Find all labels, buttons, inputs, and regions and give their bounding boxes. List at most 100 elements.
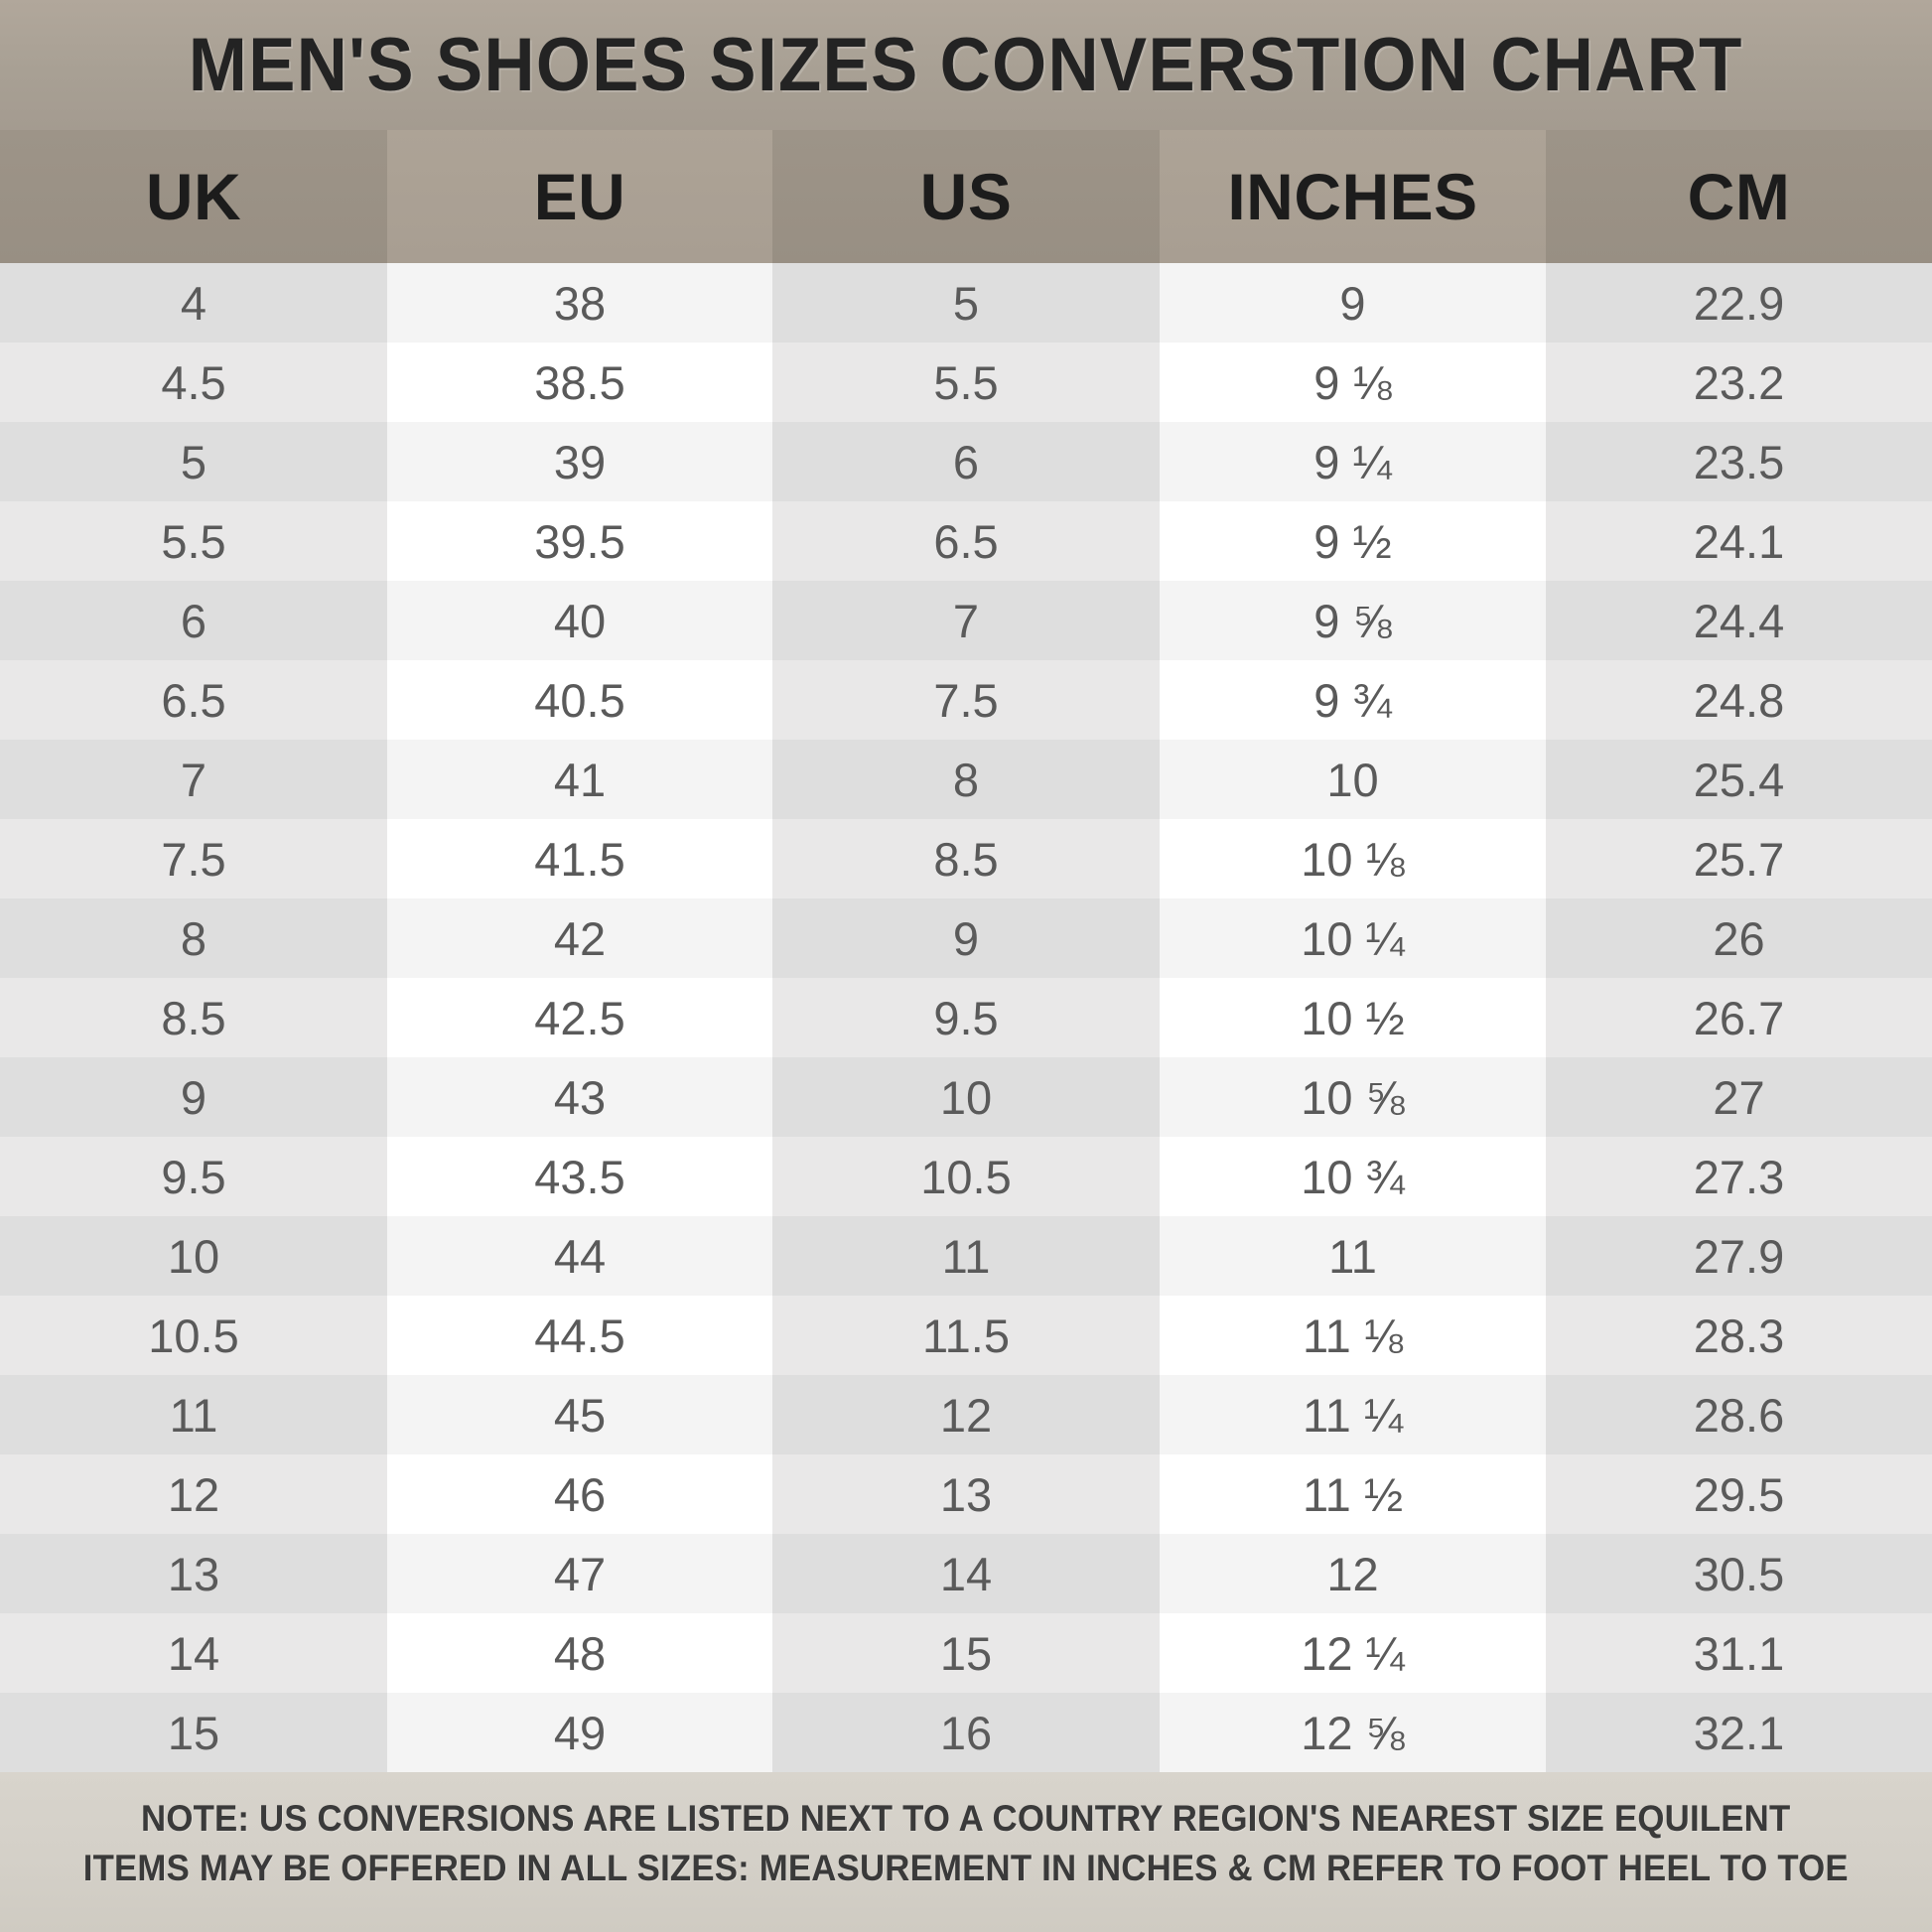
cell-eu: 48 xyxy=(387,1613,772,1693)
cell-uk: 7 xyxy=(0,740,387,819)
table-row: 13 47 14 12 30.5 xyxy=(0,1534,1932,1613)
cell-cm: 30.5 xyxy=(1546,1534,1932,1613)
cell-us: 10 xyxy=(772,1057,1160,1137)
cell-inches: 10 ⅝ xyxy=(1160,1057,1546,1137)
cell-us: 9.5 xyxy=(772,978,1160,1057)
cell-uk: 9.5 xyxy=(0,1137,387,1216)
cell-inches: 11 ¼ xyxy=(1160,1375,1546,1454)
cell-inches: 9 ¾ xyxy=(1160,660,1546,740)
column-header-cm: CM xyxy=(1546,130,1932,263)
table-row: 4 38 5 9 22.9 xyxy=(0,263,1932,343)
cell-us: 5 xyxy=(772,263,1160,343)
cell-inches: 9 ¼ xyxy=(1160,422,1546,501)
cell-us: 12 xyxy=(772,1375,1160,1454)
cell-uk: 10 xyxy=(0,1216,387,1296)
cell-eu: 42 xyxy=(387,898,772,978)
cell-eu: 38 xyxy=(387,263,772,343)
table-row: 11 45 12 11 ¼ 28.6 xyxy=(0,1375,1932,1454)
cell-uk: 11 xyxy=(0,1375,387,1454)
cell-uk: 12 xyxy=(0,1454,387,1534)
cell-eu: 38.5 xyxy=(387,343,772,422)
cell-inches: 10 ¼ xyxy=(1160,898,1546,978)
cell-eu: 39 xyxy=(387,422,772,501)
cell-eu: 40 xyxy=(387,581,772,660)
cell-uk: 4 xyxy=(0,263,387,343)
cell-eu: 49 xyxy=(387,1693,772,1772)
table-row: 10.5 44.5 11.5 11 ⅛ 28.3 xyxy=(0,1296,1932,1375)
footer-line-1: NOTE: US CONVERSIONS ARE LISTED NEXT TO … xyxy=(141,1794,1790,1844)
cell-cm: 24.8 xyxy=(1546,660,1932,740)
cell-uk: 14 xyxy=(0,1613,387,1693)
cell-cm: 26 xyxy=(1546,898,1932,978)
column-header-inches: INCHES xyxy=(1160,130,1546,263)
table-row: 7 41 8 10 25.4 xyxy=(0,740,1932,819)
table-row: 8 42 9 10 ¼ 26 xyxy=(0,898,1932,978)
cell-us: 13 xyxy=(772,1454,1160,1534)
table-row: 5.5 39.5 6.5 9 ½ 24.1 xyxy=(0,501,1932,581)
cell-eu: 45 xyxy=(387,1375,772,1454)
cell-eu: 39.5 xyxy=(387,501,772,581)
cell-inches: 12 xyxy=(1160,1534,1546,1613)
cell-us: 8 xyxy=(772,740,1160,819)
cell-cm: 23.5 xyxy=(1546,422,1932,501)
cell-cm: 32.1 xyxy=(1546,1693,1932,1772)
cell-inches: 10 xyxy=(1160,740,1546,819)
cell-uk: 10.5 xyxy=(0,1296,387,1375)
cell-cm: 29.5 xyxy=(1546,1454,1932,1534)
cell-eu: 47 xyxy=(387,1534,772,1613)
cell-us: 9 xyxy=(772,898,1160,978)
column-header-eu: EU xyxy=(387,130,772,263)
table-row: 10 44 11 11 27.9 xyxy=(0,1216,1932,1296)
cell-uk: 8 xyxy=(0,898,387,978)
footer-line-2: ITEMS MAY BE OFFERED IN ALL SIZES: MEASU… xyxy=(82,1848,1850,1888)
cell-inches: 11 xyxy=(1160,1216,1546,1296)
column-header-us: US xyxy=(772,130,1160,263)
cell-uk: 8.5 xyxy=(0,978,387,1057)
cell-cm: 25.7 xyxy=(1546,819,1932,898)
cell-inches: 12 ⅝ xyxy=(1160,1693,1546,1772)
table-row: 9 43 10 10 ⅝ 27 xyxy=(0,1057,1932,1137)
cell-cm: 28.3 xyxy=(1546,1296,1932,1375)
table-row: 5 39 6 9 ¼ 23.5 xyxy=(0,422,1932,501)
footer-line-1-rest: US CONVERSIONS ARE LISTED NEXT TO A COUN… xyxy=(249,1798,1791,1840)
footer-note: NOTE: US CONVERSIONS ARE LISTED NEXT TO … xyxy=(0,1745,1932,1932)
cell-us: 11.5 xyxy=(772,1296,1160,1375)
cell-inches: 10 ½ xyxy=(1160,978,1546,1057)
cell-eu: 40.5 xyxy=(387,660,772,740)
column-header-uk: UK xyxy=(0,130,387,263)
table-row: 12 46 13 11 ½ 29.5 xyxy=(0,1454,1932,1534)
cell-uk: 13 xyxy=(0,1534,387,1613)
cell-uk: 4.5 xyxy=(0,343,387,422)
cell-eu: 41.5 xyxy=(387,819,772,898)
cell-us: 14 xyxy=(772,1534,1160,1613)
footer-note-label: NOTE: xyxy=(141,1798,250,1840)
cell-inches: 11 ⅛ xyxy=(1160,1296,1546,1375)
cell-us: 6.5 xyxy=(772,501,1160,581)
page-title: MEN'S SHOES SIZES CONVERSTION CHART xyxy=(189,23,1743,107)
cell-eu: 44 xyxy=(387,1216,772,1296)
table-row: 14 48 15 12 ¼ 31.1 xyxy=(0,1613,1932,1693)
cell-cm: 27.3 xyxy=(1546,1137,1932,1216)
cell-eu: 46 xyxy=(387,1454,772,1534)
table-row: 4.5 38.5 5.5 9 ⅛ 23.2 xyxy=(0,343,1932,422)
cell-uk: 7.5 xyxy=(0,819,387,898)
cell-us: 7.5 xyxy=(772,660,1160,740)
cell-inches: 12 ¼ xyxy=(1160,1613,1546,1693)
cell-cm: 22.9 xyxy=(1546,263,1932,343)
cell-eu: 42.5 xyxy=(387,978,772,1057)
table-row: 8.5 42.5 9.5 10 ½ 26.7 xyxy=(0,978,1932,1057)
cell-eu: 43 xyxy=(387,1057,772,1137)
cell-inches: 9 xyxy=(1160,263,1546,343)
cell-cm: 25.4 xyxy=(1546,740,1932,819)
cell-us: 15 xyxy=(772,1613,1160,1693)
cell-eu: 44.5 xyxy=(387,1296,772,1375)
cell-eu: 41 xyxy=(387,740,772,819)
cell-us: 11 xyxy=(772,1216,1160,1296)
cell-inches: 10 ¾ xyxy=(1160,1137,1546,1216)
cell-uk: 9 xyxy=(0,1057,387,1137)
cell-cm: 26.7 xyxy=(1546,978,1932,1057)
cell-uk: 5 xyxy=(0,422,387,501)
table-row: 6 40 7 9 ⅝ 24.4 xyxy=(0,581,1932,660)
